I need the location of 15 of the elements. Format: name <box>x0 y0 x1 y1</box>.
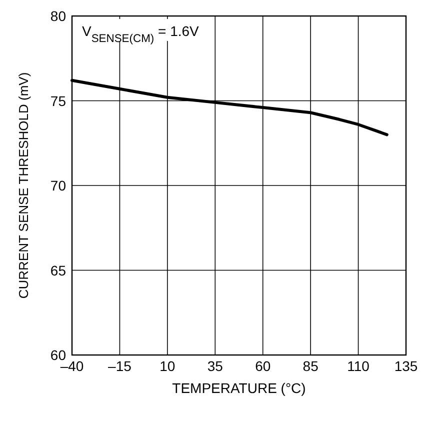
x-tick-label: –15 <box>108 358 132 374</box>
y-tick-label: 80 <box>50 8 66 24</box>
y-axis-title: CURRENT SENSE THRESHOLD (mV) <box>16 72 31 299</box>
x-tick-label: 10 <box>160 358 176 374</box>
y-tick-label: 60 <box>50 347 66 363</box>
x-tick-label: 60 <box>255 358 271 374</box>
y-tick-label: 70 <box>50 178 66 194</box>
x-tick-label: 85 <box>302 358 319 374</box>
x-tick-label: 135 <box>394 358 418 374</box>
annotation: V$_{SENSE(CM)}$ = 1.6V <box>82 23 200 45</box>
x-tick-label: 35 <box>207 358 224 374</box>
x-axis-title: TEMPERATURE (°C) <box>172 380 306 396</box>
y-tick-label: 75 <box>50 92 66 109</box>
x-tick-label: 110 <box>347 358 370 374</box>
y-tick-label: 65 <box>50 262 66 278</box>
